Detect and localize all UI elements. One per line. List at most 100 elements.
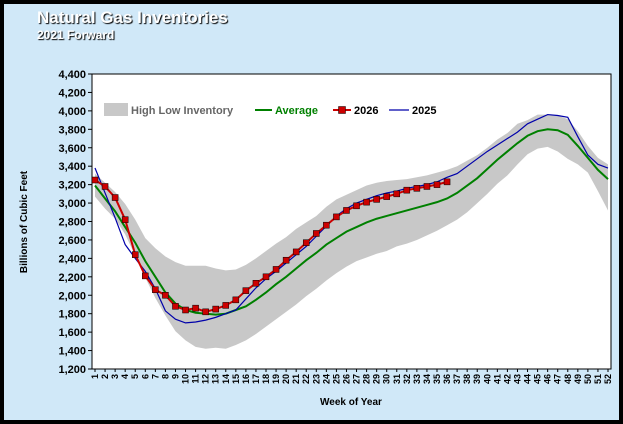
- x-tick-label: 28: [362, 374, 372, 384]
- x-tick-label: 40: [482, 374, 492, 384]
- x-tick-label: 22: [301, 374, 311, 384]
- y-tick-label: 3,600: [58, 143, 86, 155]
- x-tick-label: 19: [271, 374, 281, 384]
- point-2026: [262, 273, 270, 281]
- point-2026: [152, 286, 159, 293]
- x-tick-label: 29: [372, 374, 382, 384]
- y-tick-label: 4,200: [58, 87, 86, 99]
- point-2026: [142, 272, 149, 280]
- legend-marker-2026: [338, 106, 346, 114]
- x-tick-label: 51: [593, 374, 603, 384]
- point-2026: [242, 287, 250, 294]
- x-tick-label: 39: [472, 374, 482, 384]
- x-tick-label: 12: [201, 374, 211, 384]
- point-2026: [162, 292, 169, 299]
- point-2026: [252, 280, 260, 287]
- x-tick-label: 3: [110, 374, 120, 379]
- x-tick-label: 32: [402, 374, 412, 384]
- x-tick-label: 4: [120, 374, 130, 379]
- x-axis: 1 2 3 4 5 6 7 8 9 10 11 12 13 14 15 16 17 18 19 20 21 22 23 24 2…: [90, 369, 613, 384]
- point-2026: [423, 183, 431, 190]
- x-tick-label: 44: [523, 374, 533, 384]
- x-tick-label: 31: [392, 374, 402, 384]
- point-2026: [383, 193, 390, 200]
- x-tick-label: 34: [422, 374, 432, 384]
- y-tick-label: 3,400: [58, 161, 86, 173]
- point-2026: [353, 202, 360, 210]
- point-2026: [91, 176, 99, 184]
- x-tick-label: 25: [331, 374, 341, 384]
- y-tick-label: 1,800: [58, 309, 86, 321]
- x-tick-label: 47: [553, 374, 563, 384]
- point-2026: [443, 178, 451, 186]
- point-2026: [222, 302, 230, 309]
- x-tick-label: 20: [281, 374, 291, 384]
- x-tick-label: 11: [191, 374, 201, 384]
- x-tick-label: 6: [140, 374, 150, 379]
- x-tick-label: 46: [543, 374, 553, 384]
- y-tick-label: 3,800: [58, 124, 86, 136]
- x-tick-label: 23: [311, 374, 321, 384]
- x-axis-label: Week of Year: [320, 397, 382, 408]
- point-2026: [433, 181, 441, 188]
- point-2026: [192, 304, 199, 312]
- y-tick-label: 3,000: [58, 198, 86, 210]
- point-2026: [393, 190, 401, 198]
- x-tick-label: 10: [181, 374, 191, 384]
- x-tick-label: 50: [583, 374, 593, 384]
- x-tick-label: 7: [150, 374, 160, 379]
- range-band-layer: [95, 114, 608, 349]
- y-tick-label: 2,600: [58, 235, 86, 247]
- range-band: [95, 114, 608, 349]
- legend-label-average: Average: [275, 105, 318, 117]
- legend-label-2026: 2026: [354, 105, 378, 117]
- point-2026: [172, 303, 179, 310]
- x-tick-label: 2: [100, 374, 110, 379]
- x-tick-label: 43: [512, 374, 522, 384]
- y-axis: 1,200 1,400 1,600 1,800 2,000 2,200 2,400 2,600…: [58, 69, 92, 376]
- y-tick-label: 3,200: [58, 180, 86, 192]
- x-tick-label: 26: [341, 374, 351, 384]
- x-tick-label: 37: [452, 374, 462, 384]
- chart-title: Natural Gas Inventories: [37, 8, 228, 27]
- series-line-layer: [91, 113, 609, 324]
- point-2026: [292, 248, 300, 256]
- chart-subtitle: 2021 Forward: [37, 28, 115, 42]
- point-2026: [101, 183, 109, 190]
- y-tick-label: 2,000: [58, 290, 86, 302]
- point-2026: [343, 207, 350, 214]
- x-tick-label: 15: [231, 374, 241, 384]
- point-2026: [323, 221, 330, 229]
- point-2026: [282, 256, 290, 264]
- point-2026: [111, 194, 119, 201]
- x-tick-label: 9: [170, 374, 180, 379]
- point-2026: [333, 213, 340, 221]
- y-tick-label: 2,200: [58, 272, 86, 284]
- y-axis-label: Billions of Cubic Feet: [19, 170, 30, 273]
- point-2026: [363, 198, 370, 206]
- x-tick-label: 35: [432, 374, 442, 384]
- series-line-2025: [94, 113, 609, 324]
- point-2026: [121, 216, 129, 223]
- x-tick-label: 24: [321, 374, 331, 384]
- y-tick-label: 1,400: [58, 346, 86, 358]
- point-2026: [202, 308, 209, 316]
- y-tick-label: 2,800: [58, 217, 86, 229]
- series-line-average: [94, 128, 609, 316]
- x-tick-label: 18: [261, 374, 271, 384]
- x-tick-label: 1: [90, 374, 100, 379]
- y-tick-label: 1,200: [58, 364, 86, 376]
- point-2026: [182, 306, 189, 314]
- x-tick-label: 21: [291, 374, 301, 384]
- point-2026: [272, 266, 280, 273]
- y-tick-label: 4,000: [58, 106, 86, 118]
- point-2026: [373, 196, 380, 203]
- point-2026: [413, 185, 421, 192]
- x-tick-label: 16: [241, 374, 251, 384]
- legend-label-range: High Low Inventory: [131, 105, 234, 117]
- legend-swatch-range: [104, 103, 128, 116]
- x-tick-label: 30: [382, 374, 392, 384]
- x-tick-label: 36: [442, 374, 452, 384]
- x-tick-label: 41: [492, 374, 502, 384]
